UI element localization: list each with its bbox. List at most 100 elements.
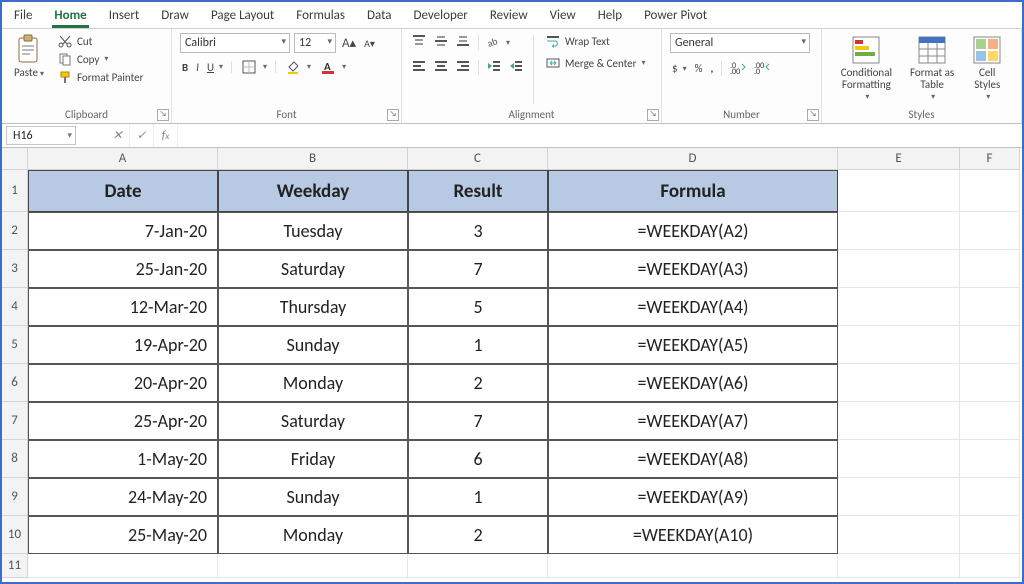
row-header-7[interactable]: 7 [2, 402, 28, 440]
align-bottom-button[interactable] [454, 33, 472, 52]
format-painter-button[interactable]: Format Painter [54, 69, 145, 85]
orientation-button[interactable]: ab [485, 33, 512, 52]
cell-result-10[interactable]: 2 [408, 516, 548, 554]
increase-font-button[interactable]: A▴ [340, 35, 358, 52]
merge-center-button[interactable]: Merge & Center [542, 55, 648, 71]
header-cell-formula[interactable]: Formula [548, 170, 838, 212]
cell-weekday-3[interactable]: Saturday [218, 250, 408, 288]
column-header-D[interactable]: D [548, 148, 838, 170]
cell-B11[interactable] [218, 554, 408, 578]
column-header-E[interactable]: E [838, 148, 960, 170]
row-header-9[interactable]: 9 [2, 478, 28, 516]
cell-F9[interactable] [960, 478, 1020, 516]
cell-E8[interactable] [838, 440, 960, 478]
cell-F7[interactable] [960, 402, 1020, 440]
tab-formulas[interactable]: Formulas [294, 6, 347, 28]
clipboard-launcher[interactable]: ↘ [157, 109, 169, 121]
cell-weekday-10[interactable]: Monday [218, 516, 408, 554]
tab-insert[interactable]: Insert [107, 6, 142, 28]
cell-F2[interactable] [960, 212, 1020, 250]
formula-input[interactable] [178, 124, 1022, 147]
increase-decimal-button[interactable]: .0.00 [728, 59, 748, 78]
cell-F8[interactable] [960, 440, 1020, 478]
alignment-launcher[interactable]: ↘ [647, 109, 659, 121]
header-cell-date[interactable]: Date [28, 170, 218, 212]
cell-E6[interactable] [838, 364, 960, 402]
header-cell-result[interactable]: Result [408, 170, 548, 212]
row-header-5[interactable]: 5 [2, 326, 28, 364]
cell-weekday-7[interactable]: Saturday [218, 402, 408, 440]
accounting-format-button[interactable]: $ [670, 61, 689, 76]
cell-result-4[interactable]: 5 [408, 288, 548, 326]
tab-page-layout[interactable]: Page Layout [209, 6, 276, 28]
select-all-corner[interactable] [2, 148, 28, 170]
cell-E2[interactable] [838, 212, 960, 250]
cell-result-6[interactable]: 2 [408, 364, 548, 402]
copy-button[interactable]: Copy [54, 51, 145, 67]
cell-weekday-5[interactable]: Sunday [218, 326, 408, 364]
paste-button[interactable]: Paste [10, 33, 48, 81]
tab-power-pivot[interactable]: Power Pivot [642, 6, 709, 28]
cell-result-9[interactable]: 1 [408, 478, 548, 516]
cell-C11[interactable] [408, 554, 548, 578]
cell-F4[interactable] [960, 288, 1020, 326]
row-header-1[interactable]: 1 [2, 170, 28, 212]
cell-weekday-4[interactable]: Thursday [218, 288, 408, 326]
decrease-indent-button[interactable] [485, 58, 503, 77]
cell-formula-6[interactable]: =WEEKDAY(A6) [548, 364, 838, 402]
font-size-select[interactable]: 12 [294, 33, 336, 53]
cell-A11[interactable] [28, 554, 218, 578]
cell-date-9[interactable]: 24-May-20 [28, 478, 218, 516]
cell-F6[interactable] [960, 364, 1020, 402]
cut-button[interactable]: Cut [54, 33, 145, 49]
cell-result-5[interactable]: 1 [408, 326, 548, 364]
cell-result-7[interactable]: 7 [408, 402, 548, 440]
font-launcher[interactable]: ↘ [387, 109, 399, 121]
cell-result-2[interactable]: 3 [408, 212, 548, 250]
increase-indent-button[interactable] [507, 58, 525, 77]
row-header-3[interactable]: 3 [2, 250, 28, 288]
align-left-button[interactable] [410, 58, 428, 77]
cell-formula-10[interactable]: =WEEKDAY(A10) [548, 516, 838, 554]
cell-formula-4[interactable]: =WEEKDAY(A4) [548, 288, 838, 326]
comma-format-button[interactable]: , [708, 61, 715, 76]
row-header-2[interactable]: 2 [2, 212, 28, 250]
header-cell-weekday[interactable]: Weekday [218, 170, 408, 212]
row-header-6[interactable]: 6 [2, 364, 28, 402]
cell-styles-button[interactable]: Cell Styles [968, 33, 1006, 104]
percent-format-button[interactable]: % [693, 61, 705, 76]
conditional-formatting-button[interactable]: Conditional Formatting [837, 33, 896, 104]
cell-formula-9[interactable]: =WEEKDAY(A9) [548, 478, 838, 516]
cell-E1[interactable] [838, 170, 960, 212]
cell-E4[interactable] [838, 288, 960, 326]
cell-F10[interactable] [960, 516, 1020, 554]
font-name-select[interactable]: Calibri [180, 33, 290, 53]
cell-weekday-9[interactable]: Sunday [218, 478, 408, 516]
cancel-formula-button[interactable]: ✕ [106, 124, 130, 147]
cell-F1[interactable] [960, 170, 1020, 212]
cell-weekday-8[interactable]: Friday [218, 440, 408, 478]
cell-E10[interactable] [838, 516, 960, 554]
decrease-decimal-button[interactable]: .00.0 [752, 59, 772, 78]
cell-formula-5[interactable]: =WEEKDAY(A5) [548, 326, 838, 364]
number-launcher[interactable]: ↘ [807, 109, 819, 121]
row-header-4[interactable]: 4 [2, 288, 28, 326]
row-header-8[interactable]: 8 [2, 440, 28, 478]
cell-weekday-6[interactable]: Monday [218, 364, 408, 402]
cell-date-3[interactable]: 25-Jan-20 [28, 250, 218, 288]
enter-formula-button[interactable]: ✓ [130, 124, 154, 147]
cell-date-5[interactable]: 19-Apr-20 [28, 326, 218, 364]
worksheet-grid[interactable]: ABCDEF1DateWeekdayResultFormula27-Jan-20… [2, 148, 1022, 578]
cell-formula-8[interactable]: =WEEKDAY(A8) [548, 440, 838, 478]
cell-date-8[interactable]: 1-May-20 [28, 440, 218, 478]
column-header-A[interactable]: A [28, 148, 218, 170]
cell-E5[interactable] [838, 326, 960, 364]
align-center-button[interactable] [432, 58, 450, 77]
fill-color-button[interactable] [282, 59, 313, 75]
tab-home[interactable]: Home [52, 6, 88, 28]
cell-formula-2[interactable]: =WEEKDAY(A2) [548, 212, 838, 250]
column-header-B[interactable]: B [218, 148, 408, 170]
tab-developer[interactable]: Developer [412, 6, 470, 28]
column-header-F[interactable]: F [960, 148, 1020, 170]
tab-draw[interactable]: Draw [159, 6, 191, 28]
